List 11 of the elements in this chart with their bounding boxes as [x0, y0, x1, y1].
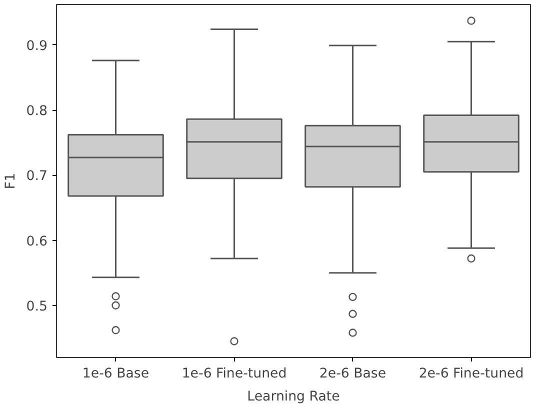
x-tick-label: 1e-6 Fine-tuned — [182, 366, 287, 382]
y-axis-title: F1 — [3, 172, 18, 190]
x-tick-label: 1e-6 Base — [82, 366, 150, 382]
x-tick-label: 2e-6 Base — [319, 366, 386, 382]
y-tick-label: 0.6 — [26, 234, 48, 250]
y-tick-label: 0.8 — [26, 104, 48, 120]
y-tick-label: 0.9 — [26, 38, 48, 54]
y-tick-label: 0.5 — [26, 299, 48, 314]
y-tick-label: 0.7 — [26, 169, 48, 184]
x-axis-title: Learning Rate — [247, 390, 340, 404]
x-tick-label: 2e-6 Fine-tuned — [418, 366, 524, 382]
